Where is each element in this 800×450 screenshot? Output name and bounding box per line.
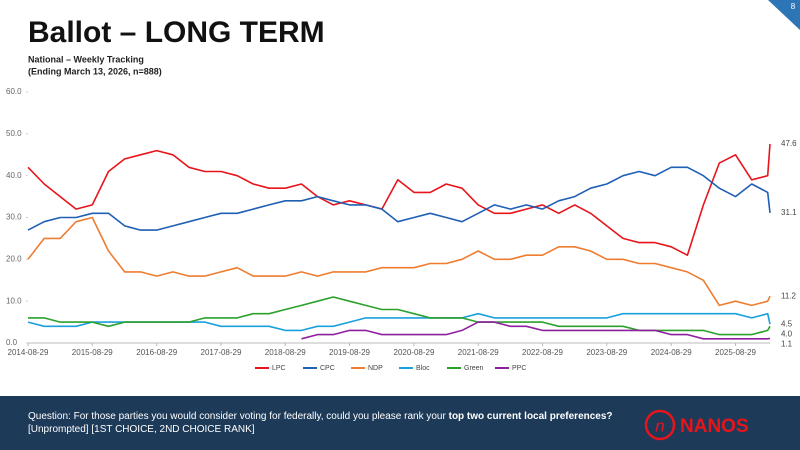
- end-label: 4.5: [781, 319, 793, 328]
- x-tick-label: 2024-08-29: [651, 348, 692, 357]
- end-label: 11.2: [781, 291, 797, 300]
- x-tick-label: 2025-08-29: [715, 348, 756, 357]
- x-tick-label: 2018-08-29: [265, 348, 306, 357]
- footer-band: [0, 396, 800, 450]
- end-label: 47.6: [781, 139, 797, 148]
- x-tick-label: 2020-08-29: [394, 348, 435, 357]
- y-tick-label: 20.0: [6, 254, 22, 263]
- x-tick-label: 2017-08-29: [201, 348, 242, 357]
- legend-label: PPC: [512, 365, 526, 372]
- series-line: [28, 296, 771, 336]
- question-text: Question: For those parties you would co…: [28, 411, 449, 422]
- logo-text: NANOS: [680, 416, 749, 437]
- end-label: 1.1: [781, 339, 793, 348]
- subtitle: (Ending March 13, 2026, n=888): [28, 66, 162, 76]
- legend-label: NDP: [368, 365, 383, 372]
- series-line: [27, 166, 771, 231]
- y-tick-label: 10.0: [6, 296, 22, 305]
- x-tick-label: 2023-08-29: [586, 348, 627, 357]
- x-tick-label: 2022-08-29: [522, 348, 563, 357]
- end-label: 31.1: [781, 208, 797, 217]
- y-tick-label: 40.0: [6, 171, 22, 180]
- footer-question: Question: For those parties you would co…: [28, 410, 628, 436]
- end-label: 4.0: [781, 329, 793, 338]
- x-tick-label: 2021-08-29: [458, 348, 499, 357]
- page-number: 8: [791, 2, 796, 11]
- logo-mark: [644, 409, 676, 441]
- series-line: [301, 321, 771, 340]
- y-tick-label: 0.0: [6, 338, 18, 347]
- y-tick-label: 50.0: [6, 129, 22, 138]
- subtitle: National – Weekly Tracking: [28, 54, 144, 64]
- chart-title: Ballot – LONG TERM: [28, 16, 325, 49]
- y-tick-label: 30.0: [6, 213, 22, 222]
- x-tick-label: 2014-08-29: [8, 348, 49, 357]
- legend-label: CPC: [320, 365, 335, 372]
- legend-label: LPC: [272, 365, 286, 372]
- x-tick-label: 2015-08-29: [72, 348, 113, 357]
- legend-label: Green: [464, 365, 484, 372]
- x-tick-label: 2016-08-29: [136, 348, 177, 357]
- x-tick-label: 2019-08-29: [329, 348, 370, 357]
- series-line: [27, 143, 771, 256]
- y-tick-label: 60.0: [6, 87, 22, 96]
- corner-tab: [768, 0, 800, 30]
- legend-label: Bloc: [416, 365, 430, 372]
- question-bold: top two current local preferences?: [448, 411, 613, 422]
- series-line: [27, 216, 771, 307]
- logo-n: n: [655, 416, 664, 435]
- question-text: [Unprompted] [1ST CHOICE, 2ND CHOICE RAN…: [28, 424, 255, 435]
